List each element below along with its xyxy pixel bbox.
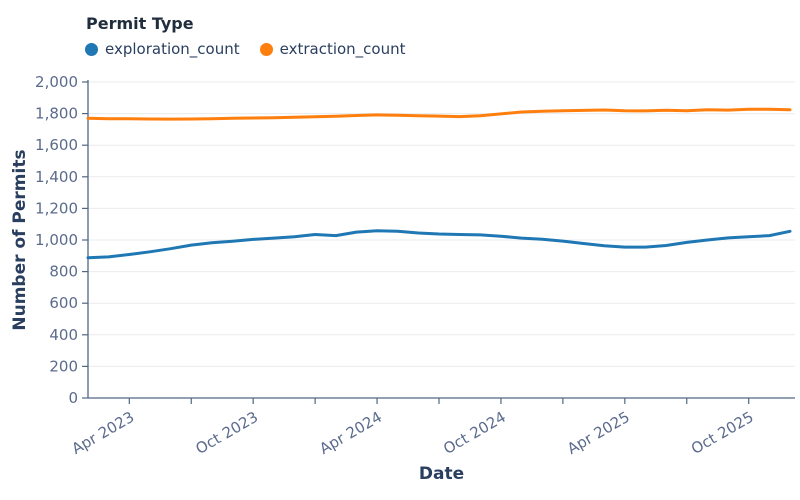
x-tick-label: Oct 2024 xyxy=(440,408,509,458)
legend-items: exploration_count extraction_count xyxy=(85,40,406,58)
y-tick-label: 1,000 xyxy=(35,231,78,249)
x-tick-label: Apr 2024 xyxy=(316,408,385,458)
x-tick-label: Oct 2023 xyxy=(193,408,262,458)
legend-title: Permit Type xyxy=(86,14,194,33)
x-tick-label: Oct 2025 xyxy=(688,408,757,458)
y-tick-label: 200 xyxy=(49,357,78,375)
y-tick-label: 2,000 xyxy=(35,73,78,91)
y-tick-label: 1,800 xyxy=(35,105,78,123)
x-tick-label: Apr 2025 xyxy=(564,408,633,458)
y-tick-label: 1,200 xyxy=(35,199,78,217)
x-axis-ticks: Apr 2023 Oct 2023 Apr 2024 Oct 2024 Apr 2025… xyxy=(69,398,757,458)
legend-item-label: extraction_count xyxy=(279,40,406,58)
exploration-count-marker-icon xyxy=(85,42,98,56)
extraction-count-marker-icon xyxy=(259,42,273,56)
y-tick-label: 600 xyxy=(49,294,78,312)
y-axis-ticks: 0 200 400 600 800 1,000 1,200 1,400 1,600 1,800 2,… xyxy=(35,73,88,407)
series-line-exploration_count[interactable] xyxy=(86,229,792,260)
series-line-extraction_count[interactable] xyxy=(86,107,792,121)
legend-item-label: exploration_count xyxy=(105,40,240,58)
y-tick-label: 0 xyxy=(68,389,78,407)
legend-item-exploration-count[interactable]: exploration_count xyxy=(85,40,240,58)
y-tick-label: 1,600 xyxy=(35,136,78,154)
y-tick-label: 1,400 xyxy=(35,168,78,186)
gridlines xyxy=(88,81,795,367)
y-tick-label: 800 xyxy=(49,263,78,281)
axes xyxy=(87,80,795,399)
y-axis-title: Number of Permits xyxy=(10,149,30,331)
y-tick-label: 400 xyxy=(49,326,78,344)
legend: Permit Type exploration_count extraction… xyxy=(85,14,406,58)
legend-item-extraction-count[interactable]: extraction_count xyxy=(259,40,406,58)
x-axis-title: Date xyxy=(418,464,465,484)
x-tick-label: Apr 2023 xyxy=(69,408,138,458)
